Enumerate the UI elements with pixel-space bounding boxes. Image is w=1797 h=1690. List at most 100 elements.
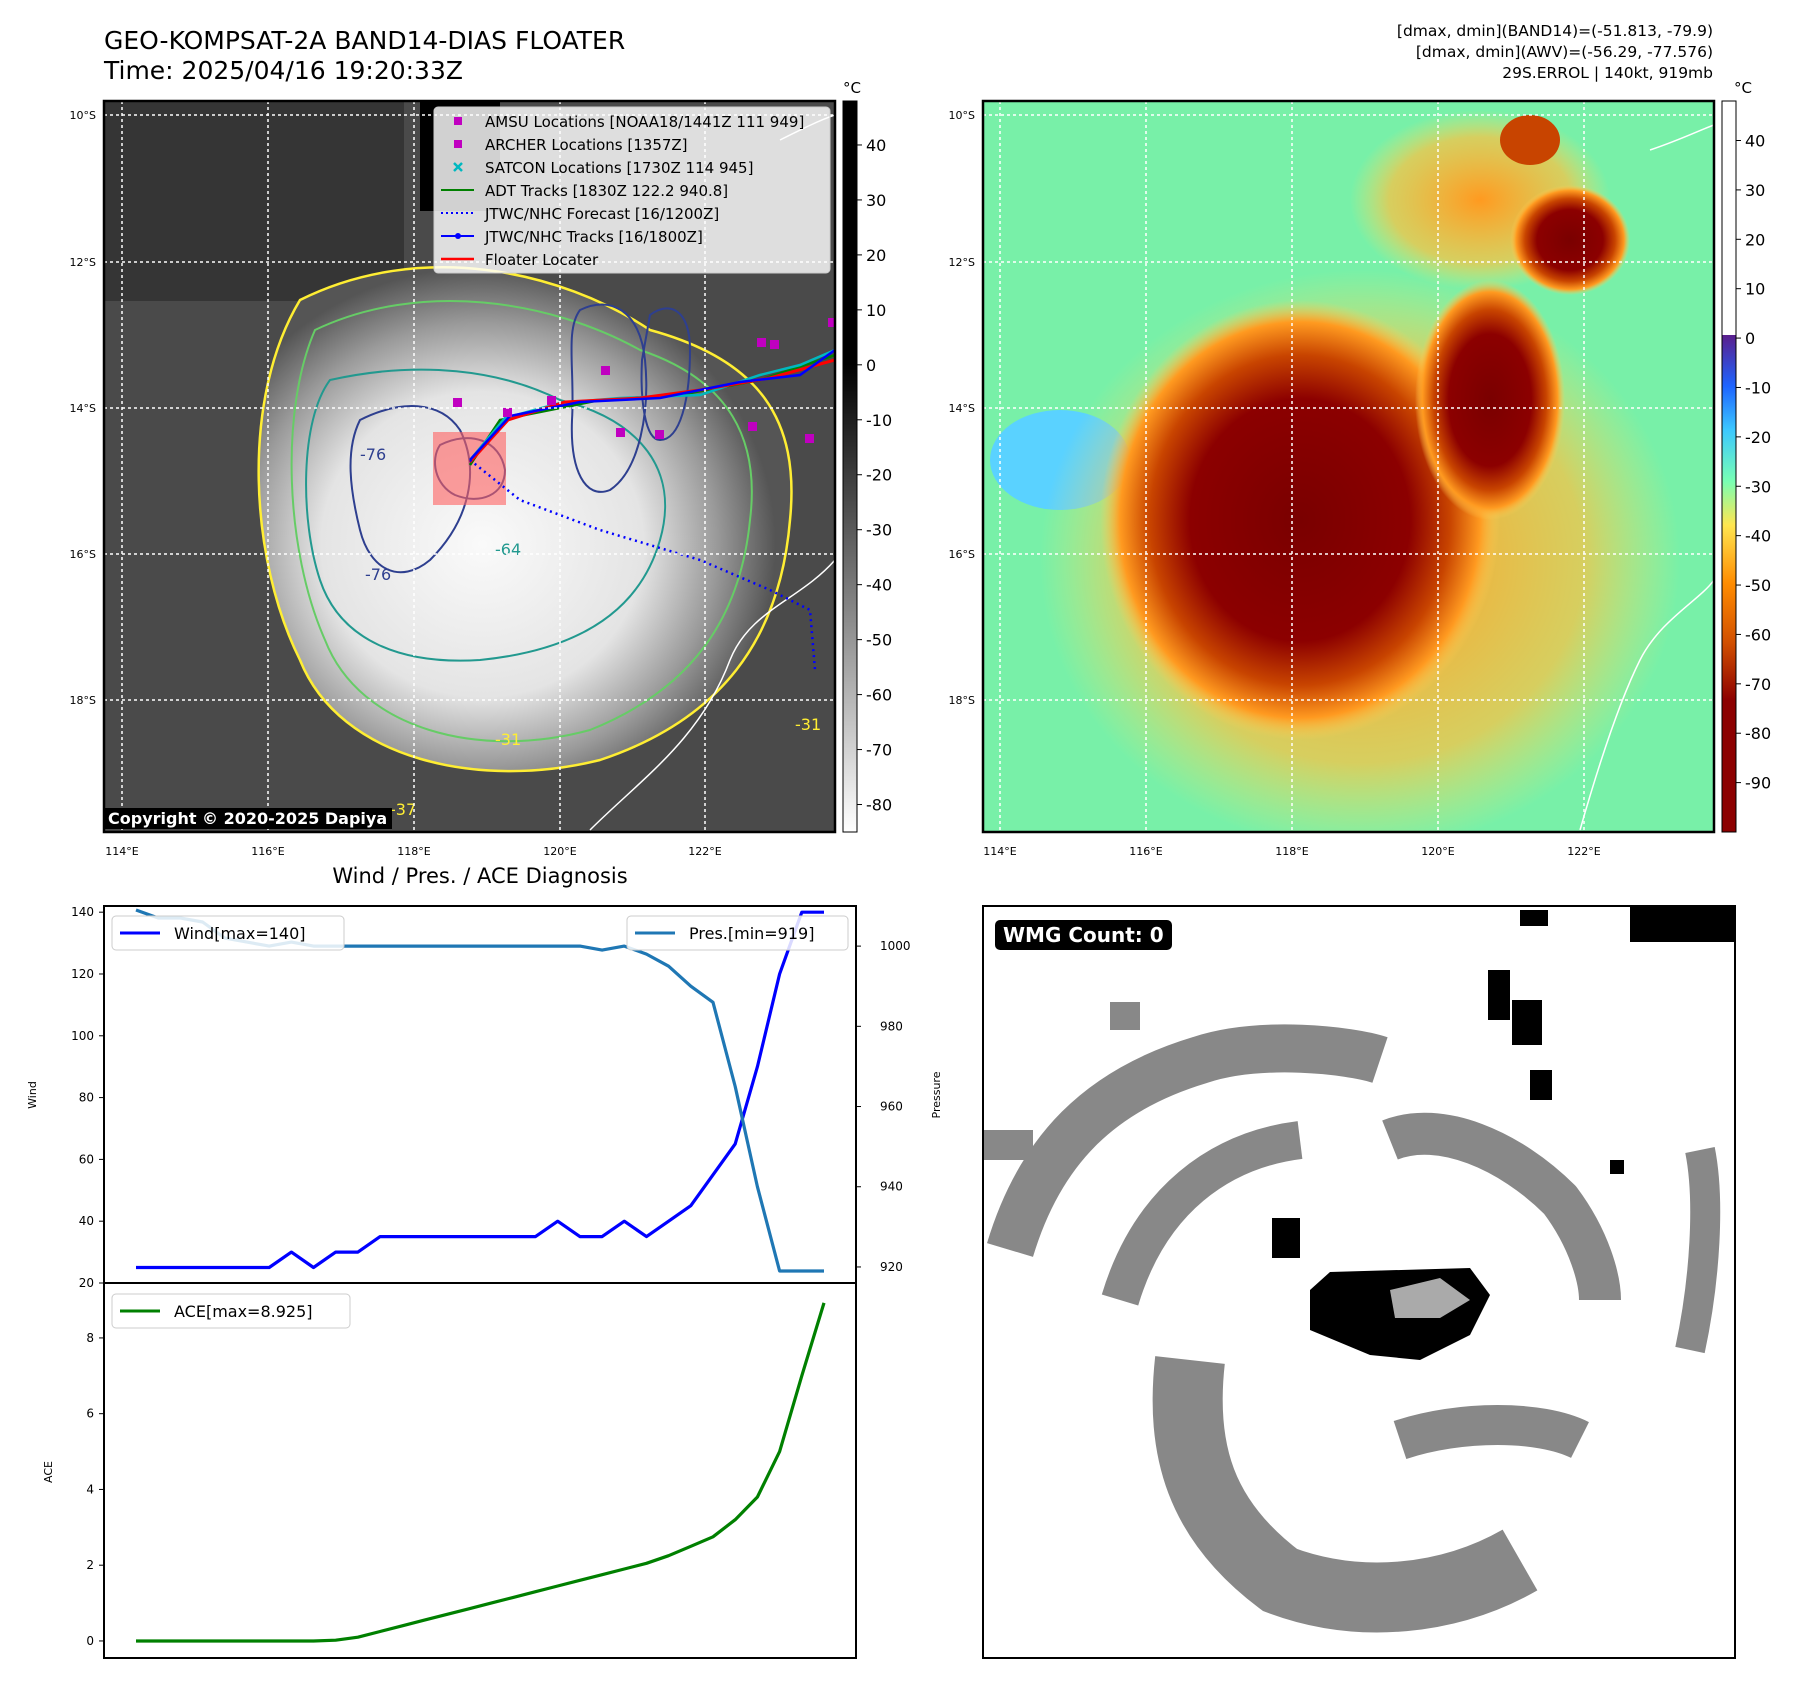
color-lon-label-120e: 120°E — [1421, 845, 1454, 858]
ir-map-axis-labels: 10°S 12°S 14°S 16°S 18°S 114°E 116°E 118… — [70, 109, 722, 858]
gray-colorbar-tick-label-2: 20 — [866, 246, 886, 265]
pressure-axis-label: Pressure — [930, 1071, 943, 1118]
storm-info: 29S.ERROL | 140kt, 919mb — [1502, 64, 1713, 82]
wmg-band-far-east — [1675, 1147, 1721, 1354]
aceChart-ytick-label-0: 0 — [86, 1634, 94, 1648]
color-lat-label-18s: 18°S — [949, 694, 975, 707]
contour-navy-2 — [570, 303, 648, 493]
color-cdo-core — [1100, 300, 1500, 740]
color-lat-label-10s: 10°S — [949, 109, 975, 122]
color-lat-label-12s: 12°S — [949, 256, 975, 269]
color-coastline-1 — [1579, 579, 1714, 831]
gray-colorbar-tick-label-6: -20 — [866, 466, 892, 485]
wmg-panel — [983, 906, 1735, 1658]
legend-adt-label: ADT Tracks [1830Z 122.2 940.8] — [485, 182, 728, 200]
windChart-ytick-label-4: 100 — [71, 1029, 94, 1043]
contour-green — [290, 300, 753, 743]
ace-axis-label: ACE — [42, 1461, 55, 1483]
color-colorbar-tick-label-9: -50 — [1745, 576, 1771, 595]
ir-lat-label-18s: 18°S — [70, 694, 96, 707]
aceChart-ytick-label-3: 6 — [86, 1407, 94, 1421]
legend-satcon-marker — [453, 162, 463, 172]
wmg-band-southeast — [1393, 1405, 1589, 1460]
legend-floater-label: Floater Locater — [485, 251, 599, 269]
wmg-band-north — [987, 1024, 1388, 1258]
archer-point-2 — [616, 428, 625, 437]
contour-label-5: -31 — [495, 730, 521, 749]
ir-lat-label-10s: 10°S — [70, 109, 96, 122]
pressure-legend-label: Pres.[min=919] — [689, 924, 814, 943]
coastline-1 — [589, 559, 835, 831]
aceChart-ytick-label-1: 2 — [86, 1558, 94, 1572]
color-colorbar-tick-label-4: 0 — [1745, 329, 1755, 348]
contour-navy-1 — [349, 405, 471, 574]
figure-title: GEO-KOMPSAT-2A BAND14-DIAS FLOATER — [104, 26, 626, 55]
gray-colorbar-tick-label-4: 0 — [866, 356, 876, 375]
figure-time: Time: 2025/04/16 19:20:33Z — [104, 56, 463, 85]
color-map-axis-labels: 10°S 12°S 14°S 16°S 18°S 114°E 116°E 118… — [949, 109, 1601, 858]
ace-plot: 0 2 4 6 8 — [86, 1302, 826, 1648]
wmg-black-cell-2 — [1488, 970, 1510, 1020]
windChart-ytick-label-5: 120 — [71, 967, 94, 981]
color-map-frame — [981, 99, 1716, 834]
archer-point-6 — [770, 340, 779, 349]
ir-lon-label-114e: 114°E — [105, 845, 138, 858]
color-coastline-2 — [1649, 124, 1714, 151]
ir-lon-label-116e: 116°E — [251, 845, 284, 858]
gray-colorbar-unit: °C — [843, 79, 861, 97]
color-lat-label-16s: 16°S — [949, 548, 975, 561]
color-colorbar-tick-label-10: -60 — [1745, 625, 1771, 644]
color-colorbar-tick-label-13: -90 — [1745, 774, 1771, 793]
wmg-black-cell-5 — [1610, 1160, 1624, 1174]
amsu-point-3 — [547, 396, 556, 405]
ir-cloud-shield — [258, 267, 792, 772]
windChart-ytick-right-label-3: 980 — [880, 1019, 903, 1033]
wmg-band-east — [1382, 1112, 1621, 1301]
ace-legend-label: ACE[max=8.925] — [174, 1302, 313, 1321]
diagnosis-title: Wind / Pres. / ACE Diagnosis — [332, 864, 628, 888]
wind-pressure-plot: 20 40 60 80 100 120 140 920 940 960 980 1000 — [71, 905, 910, 1290]
amsu-point-1 — [453, 398, 462, 407]
gray-colorbar-tick-label-10: -60 — [866, 686, 892, 705]
ir-lat-label-14s: 14°S — [70, 402, 96, 415]
gray-colorbar — [842, 100, 858, 833]
ace-axes — [103, 1282, 857, 1659]
color-colorbar-tick-label-1: 30 — [1745, 181, 1765, 200]
gray-colorbar-tick-label-3: 10 — [866, 301, 886, 320]
gray-colorbar-tick-label-12: -80 — [866, 796, 892, 815]
dmax-band14: [dmax, dmin](BAND14)=(-51.813, -79.9) — [1396, 22, 1713, 40]
contour-label-3: -64 — [495, 540, 521, 559]
archer-point-5 — [757, 338, 766, 347]
windChart-ytick-right-label-1: 940 — [880, 1180, 903, 1194]
aceChart-ytick-label-2: 4 — [86, 1482, 94, 1496]
wind-axis-label: Wind — [26, 1081, 39, 1109]
wmg-black-cell-3 — [1512, 1000, 1542, 1045]
color-lon-label-116e: 116°E — [1129, 845, 1162, 858]
ir-dark-region — [104, 101, 404, 301]
gray-colorbar-tick-label-1: 30 — [866, 191, 886, 210]
gray-colorbar-tick-label-11: -70 — [866, 741, 892, 760]
gray-colorbar-tick-label-5: -10 — [866, 411, 892, 430]
copyright-badge: Copyright © 2020-2025 Dapiya — [103, 808, 393, 829]
ir-lon-label-120e: 120°E — [543, 845, 576, 858]
map-legend: AMSU Locations [NOAA18/1441Z 111 949] AR… — [433, 106, 831, 274]
archer-point-1 — [601, 366, 610, 375]
gray-colorbar-ticks: 40 30 20 10 0 -10 -20 -30 -40 -50 -60 -70 -80 — [857, 136, 892, 815]
color-colorbar-tick-label-12: -80 — [1745, 724, 1771, 743]
legend-forecast-label: JTWC/NHC Forecast [16/1200Z] — [484, 205, 719, 223]
wmg-band-west — [1101, 1121, 1303, 1306]
wmg-black-cell-1 — [1272, 1218, 1300, 1258]
color-north-cell — [1500, 115, 1560, 165]
wmg-black-cell-4 — [1530, 1070, 1552, 1100]
color-rainband-core — [1415, 280, 1565, 520]
color-lat-label-14s: 14°S — [949, 402, 975, 415]
dmax-awv: [dmax, dmin](AWV)=(-56.29, -77.576) — [1415, 43, 1713, 61]
contour-navy-3 — [640, 307, 692, 442]
color-colorbar-tick-label-11: -70 — [1745, 675, 1771, 694]
legend-archer-marker — [454, 140, 462, 148]
wmg-patch-west — [983, 1130, 1033, 1160]
windChart-ytick-label-1: 40 — [79, 1214, 94, 1228]
color-colorbar-tick-label-8: -40 — [1745, 527, 1771, 546]
legend-amsu-label: AMSU Locations [NOAA18/1441Z 111 949] — [485, 113, 804, 131]
